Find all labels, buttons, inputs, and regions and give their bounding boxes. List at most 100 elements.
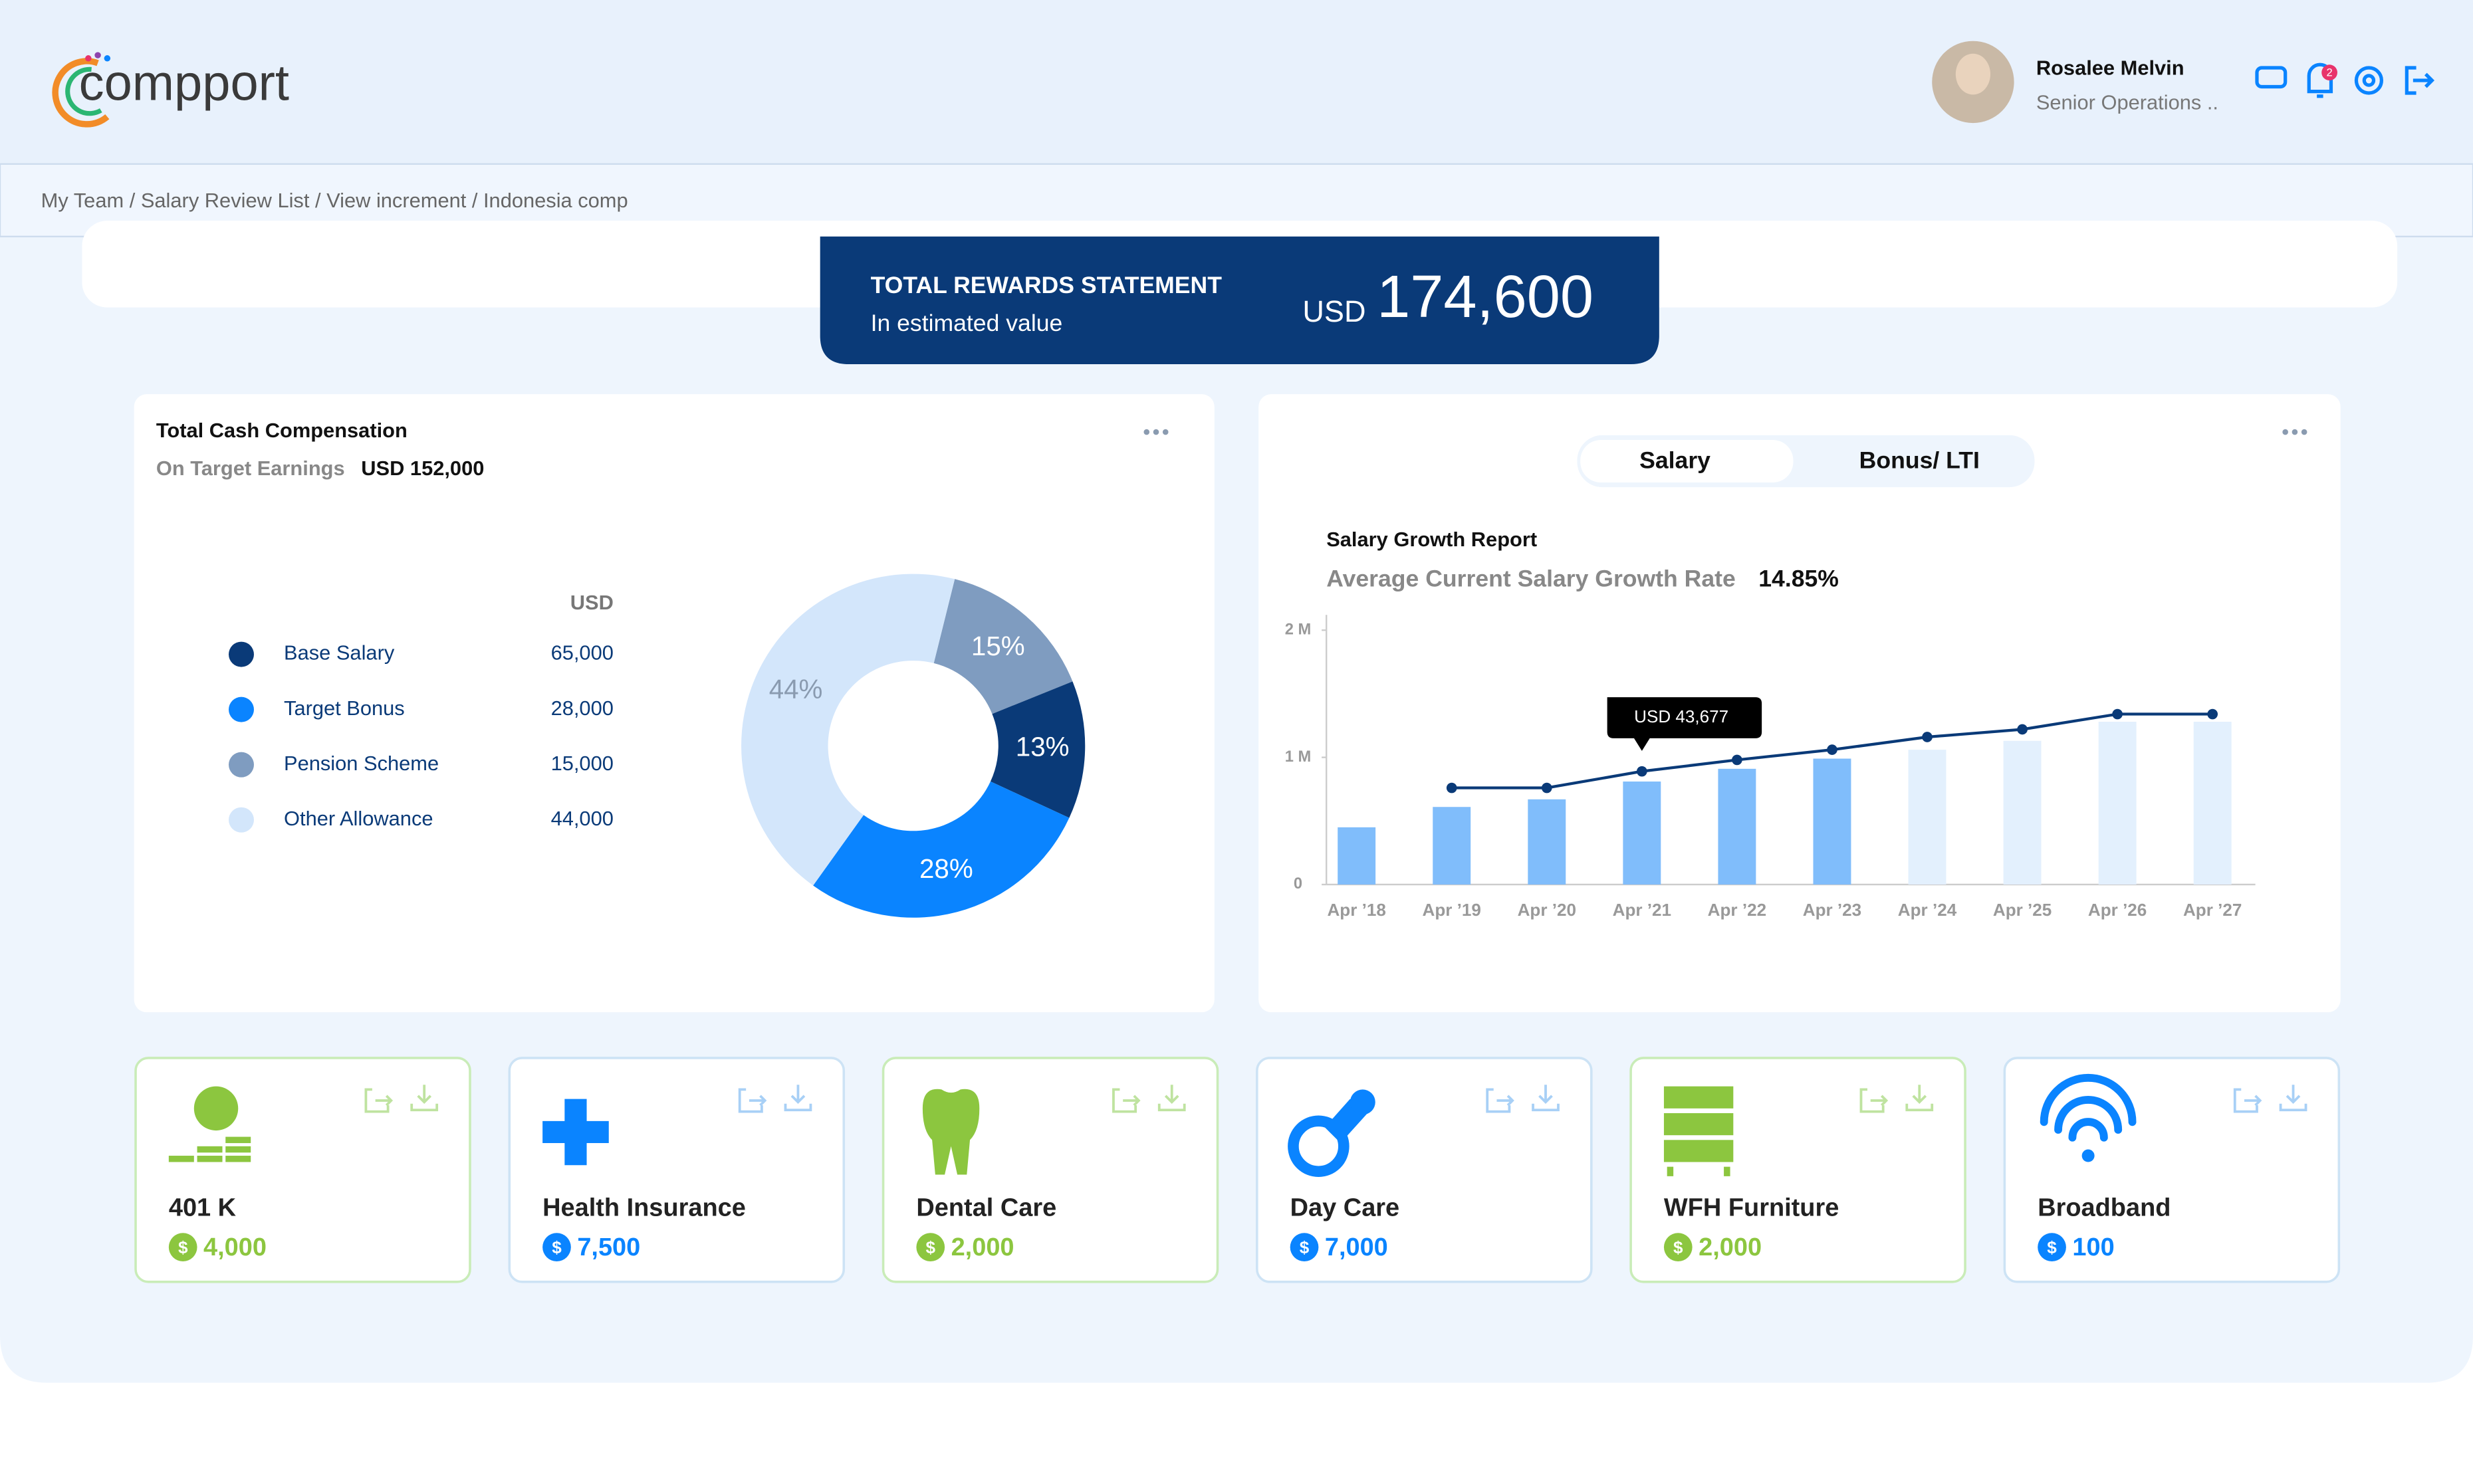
benefit-amount: 2,000 (1699, 1233, 1762, 1261)
x-tick-label: Apr ’23 (1803, 900, 1861, 920)
currency-symbol: $ (1300, 1237, 1310, 1257)
currency-badge (1663, 1233, 1693, 1261)
benefit-name: Broadband (2038, 1194, 2171, 1222)
export-icon[interactable] (1486, 1088, 1514, 1113)
download-icon[interactable] (784, 1085, 812, 1112)
currency-badge (1290, 1233, 1319, 1261)
bar (1718, 768, 1756, 885)
tooltip (1607, 697, 1762, 751)
benefit-amount: 7,500 (577, 1233, 640, 1261)
export-icon[interactable] (1112, 1088, 1141, 1113)
download-icon[interactable] (1157, 1085, 1186, 1112)
line-point (2207, 708, 2218, 720)
y-tick-label: 2 M (1285, 621, 1312, 639)
logo-text: compport (79, 55, 289, 112)
benefit-amount: 4,000 (203, 1233, 267, 1261)
notification-badge (2321, 64, 2337, 81)
rewards-title: TOTAL REWARDS STATEMENT (871, 272, 1223, 298)
pie-slice (933, 579, 1073, 714)
bar (1813, 758, 1851, 885)
legend-amount: 15,000 (551, 752, 614, 775)
legend-label: Other Allowance (284, 807, 433, 830)
logo-mark (52, 52, 111, 128)
benefit-card: WFH Furniture $ 2,000 (1629, 1057, 1966, 1283)
user-name: Rosalee Melvin (2036, 56, 2184, 80)
icon (922, 1089, 980, 1175)
currency-symbol: $ (1673, 1237, 1683, 1257)
pie-slice (990, 681, 1086, 818)
export-icon[interactable] (2233, 1088, 2262, 1113)
y-tick-label: 1 M (1285, 748, 1312, 766)
slice-label: 15% (971, 631, 1025, 661)
benefit-card: Broadband $ 100 (2003, 1057, 2341, 1283)
legend-swatch (229, 807, 254, 833)
rewards-subtitle: In estimated value (871, 310, 1063, 336)
breadcrumb[interactable]: My Team / Salary Review List / View incr… (41, 189, 628, 212)
line-point (2017, 724, 2028, 735)
card-value: USD 152,000 (361, 457, 484, 480)
benefit-card: Dental Care $ 2,000 (882, 1057, 1219, 1283)
chart-title: Salary Growth Report (1326, 528, 1537, 551)
tab[interactable]: Bonus/ LTI (1859, 447, 1980, 474)
tab[interactable]: Salary (1639, 447, 1710, 474)
currency-symbol: $ (925, 1237, 935, 1257)
download-icon[interactable] (410, 1085, 439, 1112)
icon (1663, 1086, 1734, 1109)
background-panel (0, 0, 2473, 1383)
line-point (1637, 766, 1647, 777)
growth-value: 14.85% (1758, 565, 1839, 591)
slice-label: 13% (1016, 732, 1070, 762)
avatar-face (1955, 53, 1991, 95)
icon (1288, 1115, 1350, 1178)
menu-dots[interactable] (1143, 429, 2307, 435)
logout-icon[interactable] (2405, 66, 2435, 95)
card-label: On Target Earnings (156, 457, 345, 480)
icon (2054, 1096, 2123, 1134)
legend-label: Pension Scheme (284, 752, 439, 775)
legend-swatch (229, 696, 254, 722)
currency-badge (168, 1233, 197, 1261)
legend-swatch (229, 752, 254, 778)
icon (1667, 1166, 1674, 1176)
x-tick-label: Apr ’21 (1613, 900, 1671, 920)
bar (1338, 827, 1376, 885)
legend-label: Target Bonus (284, 696, 405, 720)
pie-slice (741, 574, 955, 886)
growth-label: Average Current Salary Growth Rate (1326, 565, 1736, 591)
slice-label: 28% (919, 853, 973, 884)
download-icon[interactable] (1532, 1085, 1560, 1112)
bar (2193, 722, 2232, 885)
icon (542, 1099, 609, 1166)
download-icon[interactable] (2279, 1085, 2307, 1112)
settings-icon[interactable] (2354, 66, 2384, 95)
line-point (1922, 732, 1933, 742)
currency-symbol: $ (2047, 1237, 2057, 1257)
x-tick-label: Apr ’22 (1708, 900, 1766, 920)
line-point (1827, 744, 1837, 755)
bar (2003, 740, 2042, 885)
export-icon[interactable] (1859, 1088, 1889, 1113)
export-icon[interactable] (738, 1088, 767, 1113)
support-icon[interactable] (2255, 66, 2288, 89)
currency-badge (916, 1233, 945, 1261)
benefit-card: 401 K $ 4,000 (134, 1057, 471, 1283)
card-frame (2003, 1057, 2341, 1283)
icon (1350, 1089, 1375, 1115)
benefit-name: Health Insurance (542, 1194, 746, 1222)
export-icon[interactable] (364, 1088, 394, 1113)
icon (197, 1156, 223, 1162)
line-point (1446, 782, 1457, 794)
benefit-card: Day Care $ 7,000 (1256, 1057, 1593, 1283)
bar (2098, 722, 2137, 885)
legend-label: Base Salary (284, 641, 395, 665)
line-point (1732, 754, 1742, 766)
icon (1663, 1113, 1734, 1136)
card-frame (508, 1057, 846, 1283)
icon (1724, 1166, 1730, 1176)
benefit-card: Health Insurance $ 7,500 (508, 1057, 846, 1283)
download-icon[interactable] (1905, 1085, 1934, 1112)
benefit-amount: 7,000 (1325, 1233, 1388, 1261)
column-header: USD (570, 591, 614, 614)
icon (168, 1156, 194, 1162)
